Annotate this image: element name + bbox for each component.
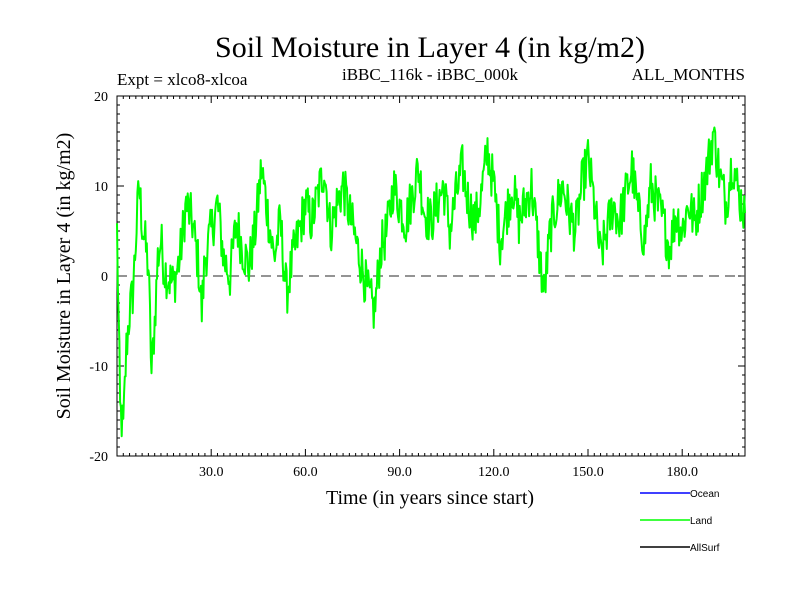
legend-label-ocean: Ocean <box>690 489 719 500</box>
x-tick-label: 150.0 <box>572 465 604 480</box>
legend-label-land: Land <box>690 516 712 527</box>
experiment-label: Expt = xlco8-xlcoa <box>117 70 248 89</box>
chart-title: Soil Moisture in Layer 4 (in kg/m2) <box>215 31 645 64</box>
months-label: ALL_MONTHS <box>632 65 745 84</box>
y-tick-label: -10 <box>89 360 108 375</box>
y-axis-label: Soil Moisture in Layer 4 (in kg/m2) <box>53 133 75 420</box>
y-tick-label: 0 <box>101 270 108 285</box>
axis-ticks: 30.0 60.0 90.0 120.0 150.0 180.0 -20 -10 0 10 20 <box>89 90 746 480</box>
x-axis-label: Time (in years since start) <box>326 487 534 509</box>
y-tick-label: -20 <box>89 450 108 465</box>
series-line-land <box>116 126 746 438</box>
x-tick-label: 90.0 <box>387 465 412 480</box>
x-tick-label: 30.0 <box>199 465 224 480</box>
legend-label-allsurf: AllSurf <box>690 543 720 554</box>
y-tick-label: 20 <box>94 90 108 105</box>
series-group <box>116 126 746 438</box>
x-tick-label: 180.0 <box>666 465 698 480</box>
y-tick-label: 10 <box>94 180 108 195</box>
x-tick-label: 120.0 <box>478 465 510 480</box>
legend: Ocean Land AllSurf <box>640 489 720 554</box>
comparison-label: iBBC_116k - iBBC_000k <box>342 65 519 84</box>
x-tick-label: 60.0 <box>293 465 318 480</box>
